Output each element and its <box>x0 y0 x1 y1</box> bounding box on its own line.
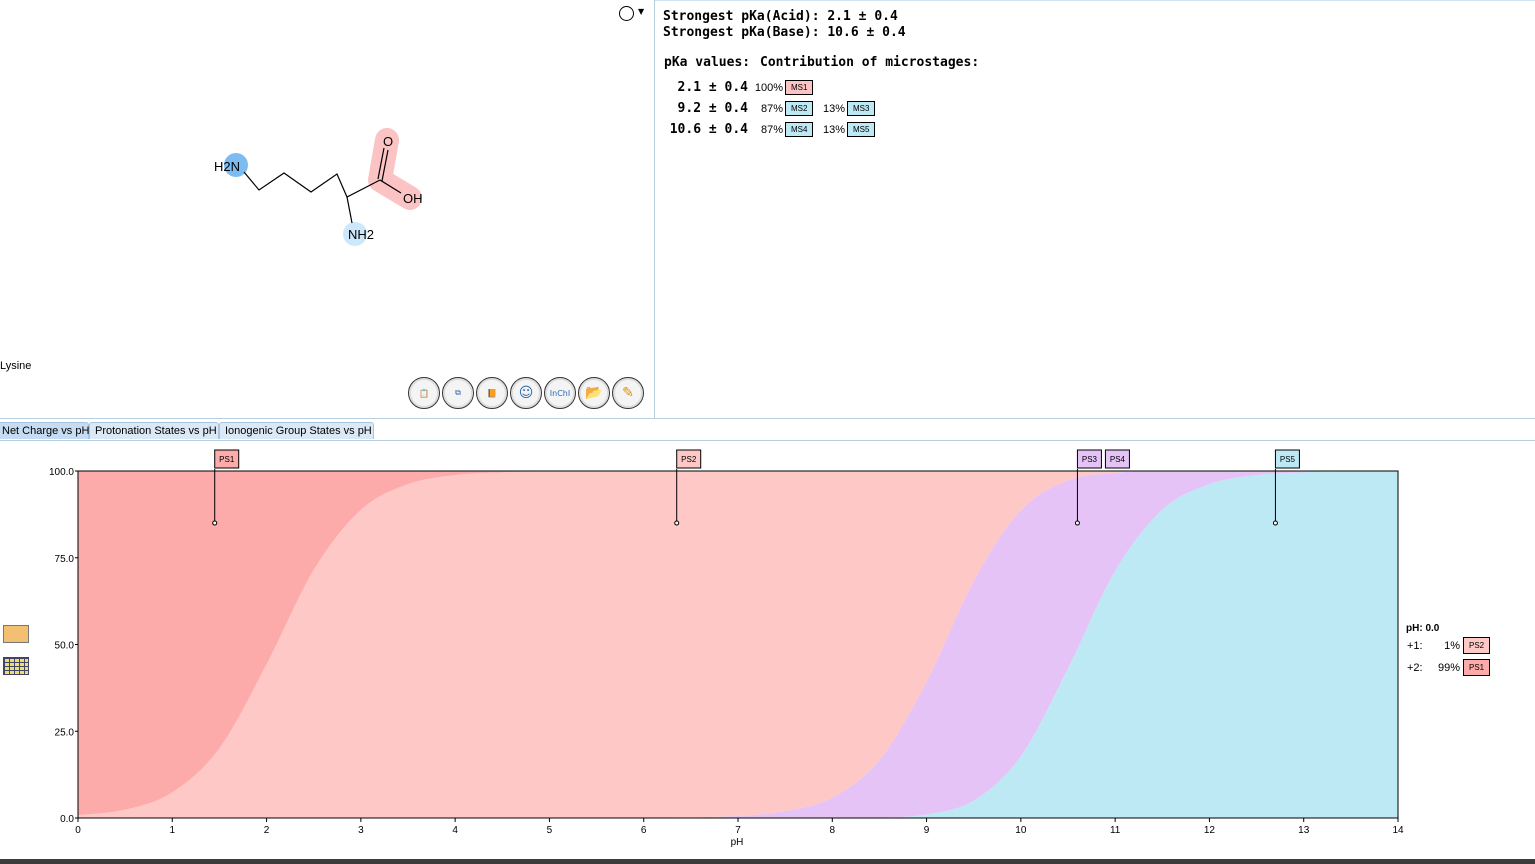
marker-dot <box>674 520 680 526</box>
x-tick-label: 7 <box>735 825 741 836</box>
legend-title: pH: 0.0 <box>1406 623 1440 634</box>
book-icon[interactable]: 📙 <box>476 377 508 409</box>
contribution-pct: 87% <box>760 103 783 115</box>
x-tick-label: 4 <box>452 825 458 836</box>
x-tick-label: 11 <box>1110 825 1121 836</box>
x-tick-label: 9 <box>924 825 930 836</box>
status-bar <box>0 859 1535 864</box>
microstage-badge[interactable]: MS4 <box>785 122 814 137</box>
contribution-pct: 100% <box>754 82 783 94</box>
inchi-icon[interactable]: InChI <box>544 377 576 409</box>
copy-as-icon[interactable]: ⧉ <box>442 377 474 409</box>
atom-label: O <box>383 134 393 149</box>
species-marker[interactable] <box>1104 449 1130 469</box>
base-highlight-2 <box>343 222 367 246</box>
legend-species[interactable]: PS2 <box>1463 637 1491 654</box>
options-dropdown[interactable] <box>619 6 634 21</box>
tab-bar: Net Charge vs pH Protonation States vs p… <box>0 418 1535 441</box>
marker-dot <box>1272 520 1278 526</box>
pka-value: 9.2 ± 0.4 <box>677 101 748 116</box>
strongest-base: Strongest pKa(Base): 10.6 ± 0.4 <box>663 25 906 40</box>
edit-icon[interactable]: ✎ <box>612 377 644 409</box>
legend-charge: +1: <box>1407 640 1423 652</box>
x-tick-label: 14 <box>1392 825 1404 836</box>
species-marker[interactable] <box>214 449 240 469</box>
area-ps1 <box>78 470 1398 816</box>
smiley-icon[interactable]: ☺ <box>510 377 542 409</box>
legend-charge: +2: <box>1407 662 1423 674</box>
contribution-pct: 13% <box>822 124 845 136</box>
y-tick-label: 25.0 <box>55 727 75 738</box>
y-tick-label: 75.0 <box>55 554 75 565</box>
area-ps5 <box>78 471 1398 819</box>
table-view-icon[interactable] <box>3 657 29 675</box>
chevron-down-icon[interactable]: ▼ <box>638 7 645 16</box>
legend-pct: 1% <box>1444 640 1460 652</box>
contribution-pct: 87% <box>760 124 783 136</box>
strongest-acid: Strongest pKa(Acid): 2.1 ± 0.4 <box>663 9 898 24</box>
species-marker-label: PS2 <box>681 455 697 464</box>
microstage-badge[interactable]: MS3 <box>847 101 876 116</box>
species-marker[interactable] <box>1076 449 1102 469</box>
chart-view-icon[interactable] <box>3 625 29 643</box>
x-tick-label: 5 <box>547 825 553 836</box>
pka-header: pKa values: <box>664 55 751 70</box>
microstage-badge[interactable]: MS5 <box>847 122 876 137</box>
protonation-chart: 0 1 2 3 4 5 6 7 8 9 10 11 12 13 14100.075.050.025.00.0… <box>49 449 1404 848</box>
marker-dot <box>1074 520 1080 526</box>
contrib-header: Contribution of microstages: <box>760 55 980 70</box>
legend-pct: 99% <box>1437 662 1460 674</box>
tab-ionogenic-group-states[interactable]: Ionogenic Group States vs pH <box>219 422 374 439</box>
x-tick-label: 1 <box>170 825 176 836</box>
species-marker-label: PS1 <box>219 455 235 464</box>
microstage-badge[interactable]: MS1 <box>785 80 814 95</box>
pka-value: 2.1 ± 0.4 <box>677 80 748 95</box>
molecule-name: Lysine <box>0 360 32 372</box>
inchi-label: InChI <box>549 388 571 398</box>
contribution-pct: 13% <box>822 103 845 115</box>
open-icon[interactable]: 📂 <box>578 377 610 409</box>
species-marker-label: PS4 <box>1110 455 1126 464</box>
x-tick-label: 0 <box>75 825 81 836</box>
x-tick-label: 2 <box>264 825 270 836</box>
x-tick-label: 10 <box>1015 825 1027 836</box>
molecule-structure[interactable]: H2N NH2 O OH <box>0 0 654 300</box>
pka-value: 10.6 ± 0.4 <box>669 122 748 137</box>
x-tick-label: 8 <box>830 825 836 836</box>
y-tick-label: 100.0 <box>49 467 74 478</box>
tab-protonation-states[interactable]: Protonation States vs pH <box>89 422 219 439</box>
species-marker[interactable] <box>676 449 702 469</box>
copy-icon[interactable]: 📋 <box>408 377 440 409</box>
microstage-badge[interactable]: MS2 <box>785 101 814 116</box>
area-ps2 <box>78 470 1398 819</box>
legend-species[interactable]: PS1 <box>1463 659 1491 676</box>
atom-label: OH <box>403 191 423 206</box>
species-marker-label: PS3 <box>1082 455 1098 464</box>
species-marker-label: PS5 <box>1280 455 1296 464</box>
tab-net-charge[interactable]: Net Charge vs pH <box>0 422 89 439</box>
atom-label: H2N <box>214 159 240 174</box>
pka-panel: Strongest pKa(Acid): 2.1 ± 0.4 Strongest… <box>655 0 1535 419</box>
y-tick-label: 0.0 <box>60 814 74 825</box>
x-axis-label: pH <box>731 837 744 848</box>
species-marker[interactable] <box>1274 449 1300 469</box>
structure-panel: H2N NH2 O OH ▼ Lysine 📋 ⧉ 📙 ☺ InChI 📂 ✎ <box>0 0 655 418</box>
atom-label: NH2 <box>348 227 374 242</box>
x-tick-label: 6 <box>641 825 647 836</box>
area-ps3-ps4 <box>78 470 1398 819</box>
base-highlight-1 <box>224 153 248 177</box>
marker-dot <box>212 520 218 526</box>
y-tick-label: 50.0 <box>55 641 75 652</box>
x-tick-label: 13 <box>1298 825 1310 836</box>
x-tick-label: 3 <box>358 825 364 836</box>
x-tick-label: 12 <box>1204 825 1216 836</box>
